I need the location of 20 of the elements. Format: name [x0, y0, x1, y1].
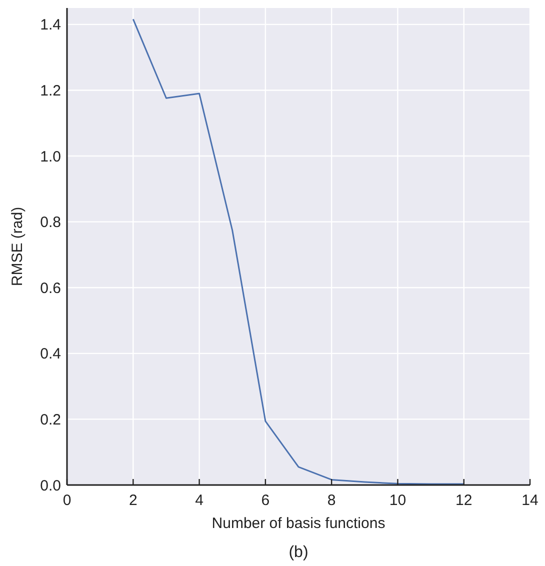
y-tick-label: 0.8 [40, 214, 61, 232]
y-tick-label: 0.4 [40, 346, 61, 363]
x-tick-label: 0 [62, 492, 72, 509]
x-tick-label: 12 [456, 492, 472, 509]
y-axis-title: RMSE (rad) [9, 206, 26, 286]
x-tick-label: 2 [128, 492, 138, 509]
x-tick-label: 8 [327, 492, 336, 509]
text: (b) [288, 544, 308, 561]
y-tick-label: 0.6 [40, 280, 61, 297]
y-tick-label: 1.0 [40, 148, 61, 166]
y-tick-label: 0.0 [40, 477, 61, 494]
line-series [132, 18, 465, 485]
x-tick-label: 4 [195, 492, 204, 509]
y-tick-label: 1.2 [40, 82, 61, 100]
x-axis-title: Number of basis functions [212, 515, 386, 532]
x-tick-label: 6 [261, 492, 270, 509]
y-tick-label: 1.4 [40, 16, 61, 34]
x-tick-label: 14 [522, 492, 538, 509]
x-tick-label: 10 [389, 492, 406, 509]
y-tick-label: 0.2 [40, 411, 61, 428]
